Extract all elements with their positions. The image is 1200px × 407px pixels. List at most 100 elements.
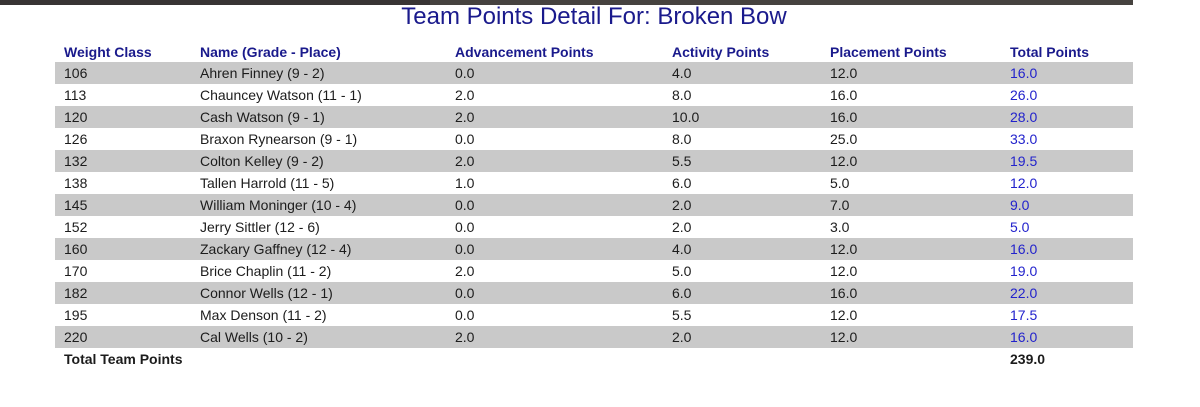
cell-name-grade-place: Brice Chaplin (11 - 2) [200, 263, 332, 279]
cell-name-grade-place: William Moninger (10 - 4) [200, 194, 455, 216]
cell-advancement-points: 0.0 [455, 194, 672, 216]
cell-activity-points: 6.0 [672, 175, 692, 191]
table-header-row: Weight Class Name (Grade - Place) Advanc… [55, 42, 1133, 62]
cell-name-grade-place: Braxon Rynearson (9 - 1) [200, 131, 358, 147]
cell-weight-class: 126 [64, 131, 88, 147]
cell-name-grade-place: Jerry Sittler (12 - 6) [200, 219, 320, 235]
cell-advancement-points: 0.0 [455, 282, 672, 304]
column-header-activity-points: Activity Points [672, 44, 770, 60]
cell-name-grade-place: Chauncey Watson (11 - 1) [200, 87, 362, 103]
cell-activity-points: 5.5 [672, 150, 830, 172]
table-row: 126 Braxon Rynearson (9 - 1) 0.0 8.0 25.… [55, 128, 1133, 150]
cell-weight-class: 170 [64, 263, 88, 279]
cell-weight-class: 160 [55, 238, 200, 260]
cell-total-points: 17.5 [1010, 307, 1038, 323]
top-bar-segment-left [0, 0, 430, 5]
total-row: Total Team Points 239.0 [55, 348, 1133, 370]
cell-activity-points: 8.0 [672, 87, 692, 103]
cell-placement-points: 12.0 [830, 263, 858, 279]
table-row: 160 Zackary Gaffney (12 - 4) 0.0 4.0 12.… [55, 238, 1133, 260]
cell-activity-points: 2.0 [672, 219, 692, 235]
cell-advancement-points: 2.0 [455, 326, 672, 348]
top-bar-segment-right [430, 0, 1133, 5]
cell-placement-points: 7.0 [830, 194, 1010, 216]
table-row: 113 Chauncey Watson (11 - 1) 2.0 8.0 16.… [55, 84, 1133, 106]
cell-total-points: 16.0 [1010, 62, 1133, 84]
table-row: 182 Connor Wells (12 - 1) 0.0 6.0 16.0 2… [55, 282, 1133, 304]
total-row-value: 239.0 [1010, 348, 1133, 370]
cell-activity-points: 2.0 [672, 326, 830, 348]
table-row: 120 Cash Watson (9 - 1) 2.0 10.0 16.0 28… [55, 106, 1133, 128]
cell-advancement-points: 1.0 [455, 175, 475, 191]
table-row: 138 Tallen Harrold (11 - 5) 1.0 6.0 5.0 … [55, 172, 1133, 194]
cell-name-grade-place: Zackary Gaffney (12 - 4) [200, 238, 455, 260]
cell-total-points: 5.0 [1010, 219, 1030, 235]
cell-name-grade-place: Max Denson (11 - 2) [200, 307, 327, 323]
table-row: 106 Ahren Finney (9 - 2) 0.0 4.0 12.0 16… [55, 62, 1133, 84]
cell-weight-class: 182 [55, 282, 200, 304]
cell-advancement-points: 2.0 [455, 263, 475, 279]
cell-advancement-points: 0.0 [455, 238, 672, 260]
cell-total-points: 12.0 [1010, 175, 1038, 191]
cell-total-points: 19.5 [1010, 150, 1133, 172]
cell-placement-points: 16.0 [830, 87, 858, 103]
cell-weight-class: 152 [64, 219, 88, 235]
page-title: Team Points Detail For: Broken Bow [401, 3, 787, 30]
cell-placement-points: 12.0 [830, 238, 1010, 260]
cell-weight-class: 145 [55, 194, 200, 216]
cell-advancement-points: 0.0 [455, 62, 672, 84]
cell-name-grade-place: Connor Wells (12 - 1) [200, 282, 455, 304]
table-row: 170 Brice Chaplin (11 - 2) 2.0 5.0 12.0 … [55, 260, 1133, 282]
cell-placement-points: 3.0 [830, 219, 850, 235]
team-points-table: Weight Class Name (Grade - Place) Advanc… [55, 42, 1133, 370]
window-top-bar [0, 0, 1133, 5]
cell-advancement-points: 0.0 [455, 219, 475, 235]
cell-placement-points: 12.0 [830, 326, 1010, 348]
cell-activity-points: 2.0 [672, 194, 830, 216]
cell-weight-class: 113 [64, 87, 87, 103]
column-header-weight-class: Weight Class [64, 44, 152, 60]
cell-activity-points: 10.0 [672, 106, 830, 128]
cell-total-points: 16.0 [1010, 326, 1133, 348]
cell-weight-class: 138 [64, 175, 88, 191]
cell-total-points: 9.0 [1010, 194, 1133, 216]
cell-advancement-points: 2.0 [455, 87, 475, 103]
cell-activity-points: 6.0 [672, 282, 830, 304]
cell-name-grade-place: Ahren Finney (9 - 2) [200, 62, 455, 84]
cell-advancement-points: 0.0 [455, 307, 475, 323]
cell-name-grade-place: Cash Watson (9 - 1) [200, 106, 455, 128]
column-header-name-grade-place: Name (Grade - Place) [200, 44, 341, 60]
cell-weight-class: 220 [55, 326, 200, 348]
cell-total-points: 33.0 [1010, 131, 1038, 147]
cell-weight-class: 120 [55, 106, 200, 128]
cell-placement-points: 12.0 [830, 307, 858, 323]
table-row: 220 Cal Wells (10 - 2) 2.0 2.0 12.0 16.0 [55, 326, 1133, 348]
column-header-total-points: Total Points [1010, 44, 1090, 60]
table-body: 106 Ahren Finney (9 - 2) 0.0 4.0 12.0 16… [55, 62, 1133, 348]
table-row: 132 Colton Kelley (9 - 2) 2.0 5.5 12.0 1… [55, 150, 1133, 172]
cell-placement-points: 25.0 [830, 131, 858, 147]
cell-name-grade-place: Colton Kelley (9 - 2) [200, 150, 455, 172]
cell-placement-points: 16.0 [830, 282, 1010, 304]
cell-advancement-points: 2.0 [455, 150, 672, 172]
cell-total-points: 16.0 [1010, 238, 1133, 260]
cell-advancement-points: 0.0 [455, 131, 475, 147]
cell-placement-points: 12.0 [830, 62, 1010, 84]
cell-weight-class: 132 [55, 150, 200, 172]
cell-activity-points: 8.0 [672, 131, 692, 147]
cell-total-points: 19.0 [1010, 263, 1038, 279]
column-header-advancement-points: Advancement Points [455, 44, 594, 60]
cell-placement-points: 16.0 [830, 106, 1010, 128]
cell-total-points: 26.0 [1010, 87, 1038, 103]
table-row: 152 Jerry Sittler (12 - 6) 0.0 2.0 3.0 5… [55, 216, 1133, 238]
cell-total-points: 28.0 [1010, 106, 1133, 128]
total-row-label: Total Team Points [55, 348, 1010, 370]
column-header-placement-points: Placement Points [830, 44, 947, 60]
table-row: 145 William Moninger (10 - 4) 0.0 2.0 7.… [55, 194, 1133, 216]
cell-placement-points: 5.0 [830, 175, 850, 191]
cell-name-grade-place: Tallen Harrold (11 - 5) [200, 175, 335, 191]
cell-name-grade-place: Cal Wells (10 - 2) [200, 326, 455, 348]
cell-activity-points: 5.0 [672, 263, 692, 279]
cell-activity-points: 4.0 [672, 62, 830, 84]
table-row: 195 Max Denson (11 - 2) 0.0 5.5 12.0 17.… [55, 304, 1133, 326]
